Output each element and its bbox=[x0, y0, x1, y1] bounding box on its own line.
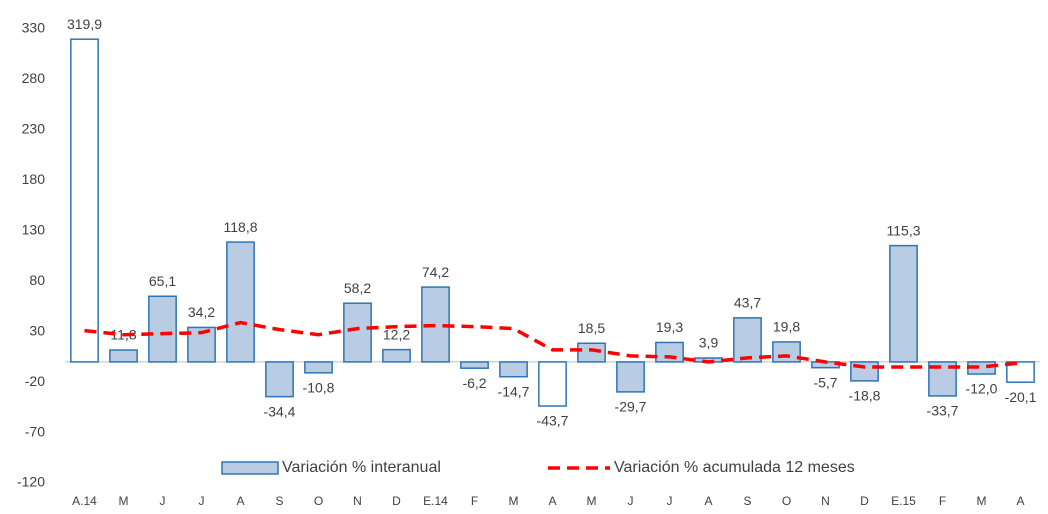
value-label: -33,7 bbox=[927, 403, 959, 419]
legend-label: Variación % interanual bbox=[282, 459, 441, 476]
bar bbox=[70, 38, 99, 363]
bar bbox=[655, 341, 684, 363]
bar bbox=[382, 348, 411, 363]
x-tick-label: N bbox=[821, 494, 830, 508]
x-tick-label: D bbox=[860, 494, 869, 508]
value-label: -34,4 bbox=[264, 403, 296, 419]
bar bbox=[733, 317, 762, 363]
y-tick-label: -120 bbox=[17, 474, 45, 490]
bar bbox=[772, 341, 801, 363]
y-tick-label: 280 bbox=[22, 70, 46, 86]
legend-label: Variación % acumulada 12 meses bbox=[614, 459, 855, 476]
x-tick-label: F bbox=[471, 494, 478, 508]
value-label: -6,2 bbox=[462, 375, 486, 391]
value-label: -20,1 bbox=[1005, 389, 1037, 405]
value-label: 34,2 bbox=[188, 304, 215, 320]
bar bbox=[109, 349, 138, 363]
value-label: 43,7 bbox=[734, 295, 761, 311]
y-tick-label: 80 bbox=[29, 272, 45, 288]
x-tick-label: S bbox=[275, 494, 283, 508]
y-tick-label: -20 bbox=[25, 373, 45, 389]
x-tick-label: A bbox=[704, 494, 712, 508]
value-label: 74,2 bbox=[422, 264, 449, 280]
x-tick-label: S bbox=[743, 494, 751, 508]
y-tick-label: 180 bbox=[22, 171, 46, 187]
value-label: 118,8 bbox=[224, 219, 258, 235]
value-label: -12,0 bbox=[966, 381, 998, 397]
x-tick-label: O bbox=[314, 494, 323, 508]
value-label: -29,7 bbox=[615, 399, 647, 415]
x-tick-label: A bbox=[548, 494, 556, 508]
x-tick-label: O bbox=[782, 494, 791, 508]
x-tick-label: J bbox=[667, 494, 673, 508]
value-label: 115,3 bbox=[887, 222, 921, 238]
x-tick-label: E.14 bbox=[423, 494, 448, 508]
value-label: -18,8 bbox=[849, 388, 881, 404]
value-label: -5,7 bbox=[813, 374, 837, 390]
y-tick-label: 230 bbox=[22, 121, 46, 137]
bar bbox=[226, 241, 255, 363]
value-label: 3,9 bbox=[699, 335, 719, 351]
y-tick-label: -70 bbox=[25, 423, 45, 439]
value-label: 319,9 bbox=[67, 16, 102, 32]
x-tick-label: M bbox=[587, 494, 597, 508]
x-tick-label: N bbox=[353, 494, 362, 508]
x-tick-label: M bbox=[509, 494, 519, 508]
legend-swatch bbox=[221, 461, 279, 475]
value-label: 65,1 bbox=[149, 273, 176, 289]
bar bbox=[304, 361, 333, 374]
bar bbox=[499, 361, 528, 378]
x-tick-label: J bbox=[628, 494, 634, 508]
x-tick-label: A bbox=[1016, 494, 1024, 508]
value-label: 19,8 bbox=[773, 319, 800, 335]
x-tick-label: E.15 bbox=[891, 494, 916, 508]
bar bbox=[889, 244, 918, 363]
x-tick-label: J bbox=[199, 494, 205, 508]
bar bbox=[538, 361, 567, 407]
value-label: 18,5 bbox=[578, 320, 605, 336]
y-tick-label: 330 bbox=[22, 20, 46, 36]
bar bbox=[1006, 361, 1035, 383]
line bbox=[84, 320, 1021, 369]
bar bbox=[265, 361, 294, 398]
x-tick-label: J bbox=[160, 494, 166, 508]
bar bbox=[343, 302, 372, 363]
bar bbox=[148, 295, 177, 363]
x-tick-label: F bbox=[939, 494, 946, 508]
value-label: 58,2 bbox=[344, 280, 371, 296]
value-label: -10,8 bbox=[303, 380, 335, 396]
x-tick-label: A.14 bbox=[72, 494, 97, 508]
value-label: 12,2 bbox=[383, 326, 410, 342]
value-label: 19,3 bbox=[656, 319, 683, 335]
x-tick-label: D bbox=[392, 494, 401, 508]
x-tick-label: M bbox=[119, 494, 129, 508]
bar bbox=[577, 342, 606, 363]
bar bbox=[616, 361, 645, 393]
y-tick-label: 30 bbox=[29, 322, 45, 338]
y-tick-label: 130 bbox=[22, 221, 46, 237]
value-label: -43,7 bbox=[537, 413, 569, 429]
bar bbox=[460, 361, 489, 369]
x-tick-label: A bbox=[236, 494, 244, 508]
x-tick-label: M bbox=[977, 494, 987, 508]
value-label: -14,7 bbox=[498, 383, 530, 399]
